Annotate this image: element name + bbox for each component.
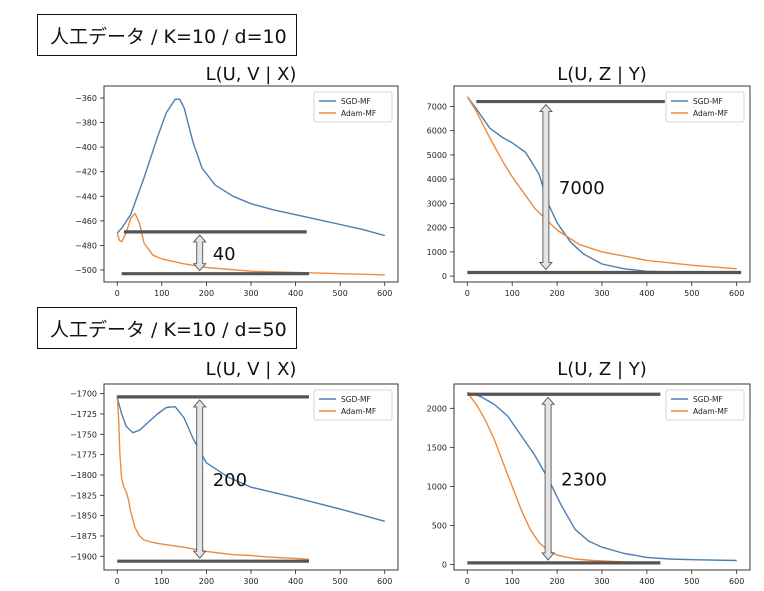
series-line-sgd-mf — [466, 96, 737, 274]
x-tick-label: 0 — [465, 289, 470, 298]
legend-label: Adam-MF — [693, 407, 728, 416]
chart-4: L(U, Z | Y) 0 100 200 300 400 500 600 0 500 1000 15… — [427, 359, 751, 586]
gap-value-label: 40 — [213, 244, 236, 265]
y-tick-label: −1825 — [70, 491, 97, 500]
y-tick-label: −1800 — [70, 471, 97, 480]
y-tick-label: −420 — [75, 168, 97, 177]
series-line-sgd-mf — [116, 397, 385, 522]
y-tick-label: 0 — [442, 272, 447, 281]
x-tick-label: 200 — [199, 289, 214, 298]
x-tick-label: 400 — [639, 577, 654, 586]
x-tick-label: 600 — [377, 289, 392, 298]
x-tick-label: 500 — [684, 577, 699, 586]
y-tick-label: −1900 — [70, 552, 97, 561]
legend-label: Adam-MF — [341, 109, 376, 118]
series-line-adam-mf — [116, 212, 385, 276]
y-tick-label: −480 — [75, 241, 97, 250]
series-line-sgd-mf — [467, 392, 737, 562]
legend-label: Adam-MF — [693, 109, 728, 118]
chart-3: L(U, V | X) 0 100 200 300 400 500 600 −1700 −1725… — [70, 359, 399, 586]
y-tick-label: −1700 — [70, 390, 97, 399]
y-tick-label: 2000 — [427, 404, 447, 413]
x-tick-label: 600 — [729, 577, 744, 586]
x-tick-label: 500 — [684, 289, 699, 298]
y-tick-label: −500 — [75, 266, 97, 275]
double-arrow — [541, 396, 556, 561]
legend-label: SGD-MF — [341, 97, 371, 106]
y-tick-label: 1500 — [427, 443, 447, 452]
y-tick-label: −360 — [75, 94, 97, 103]
y-tick-label: −1875 — [70, 532, 97, 541]
x-tick-label: 300 — [243, 577, 258, 586]
section-label-d50: 人工データ / K=10 / d=50 — [37, 307, 297, 349]
x-tick-label: 200 — [549, 577, 564, 586]
y-tick-label: −400 — [75, 143, 97, 152]
legend-box — [313, 91, 393, 123]
chart-1: L(U, V | X) 0 100 200 300 400 500 600 −360 −380 −4… — [75, 64, 399, 298]
chart-title: L(U, Z | Y) — [557, 64, 647, 85]
legend-box — [313, 389, 393, 421]
y-tick-label: 4000 — [427, 175, 447, 184]
y-tick-label: 1000 — [427, 248, 447, 257]
y-tick-label: 7000 — [427, 102, 447, 111]
x-tick-label: 100 — [505, 577, 520, 586]
x-tick-label: 200 — [549, 289, 564, 298]
x-tick-label: 200 — [199, 577, 214, 586]
y-tick-label: 500 — [432, 521, 447, 530]
x-tick-label: 400 — [288, 577, 303, 586]
legend-box — [665, 389, 745, 421]
gap-value-label: 7000 — [559, 178, 605, 199]
y-tick-label: 1000 — [427, 482, 447, 491]
gap-value-label: 200 — [213, 470, 247, 491]
x-tick-label: 400 — [639, 289, 654, 298]
y-tick-label: −1850 — [70, 512, 97, 521]
x-tick-label: 0 — [465, 577, 470, 586]
series-line-adam-mf — [116, 395, 310, 561]
y-tick-label: −1725 — [70, 410, 97, 419]
x-tick-label: 0 — [115, 577, 120, 586]
y-tick-label: 5000 — [427, 151, 447, 160]
legend-label: SGD-MF — [693, 97, 723, 106]
x-tick-label: 0 — [115, 289, 120, 298]
chart-2: L(U, Z | Y)0 100 200 300 400 500 6000100020003… — [427, 64, 751, 298]
legend-box — [665, 91, 745, 123]
y-tick-label: 2000 — [427, 224, 447, 233]
y-tick-label: −1750 — [70, 430, 97, 439]
y-tick-label: −380 — [75, 119, 97, 128]
x-tick-label: 300 — [594, 289, 609, 298]
x-tick-label: 600 — [377, 577, 392, 586]
x-tick-label: 500 — [333, 289, 348, 298]
chart-title: L(U, V | X) — [206, 64, 297, 85]
y-tick-label: −1775 — [70, 451, 97, 460]
legend-label: Adam-MF — [341, 407, 376, 416]
y-tick-label: −460 — [75, 217, 97, 226]
x-tick-label: 100 — [154, 577, 169, 586]
legend-label: SGD-MF — [341, 395, 371, 404]
y-tick-label: 0 — [442, 560, 447, 569]
x-tick-label: 300 — [243, 289, 258, 298]
double-arrow — [192, 234, 207, 272]
x-tick-label: 100 — [154, 289, 169, 298]
x-tick-label: 400 — [288, 289, 303, 298]
y-tick-label: −440 — [75, 192, 97, 201]
y-tick-label: 3000 — [427, 199, 447, 208]
x-tick-label: 300 — [594, 577, 609, 586]
x-tick-label: 600 — [729, 289, 744, 298]
gap-value-label: 2300 — [561, 470, 607, 491]
double-arrow — [538, 103, 553, 271]
x-tick-label: 100 — [505, 289, 520, 298]
double-arrow — [192, 399, 207, 559]
legend-label: SGD-MF — [693, 395, 723, 404]
section-label-d10: 人工データ / K=10 / d=10 — [37, 14, 297, 56]
x-tick-label: 500 — [333, 577, 348, 586]
series-line-sgd-mf — [116, 98, 385, 237]
y-tick-label: 6000 — [427, 127, 447, 136]
chart-title: L(U, Z | Y) — [557, 359, 647, 380]
chart-title: L(U, V | X) — [206, 359, 297, 380]
